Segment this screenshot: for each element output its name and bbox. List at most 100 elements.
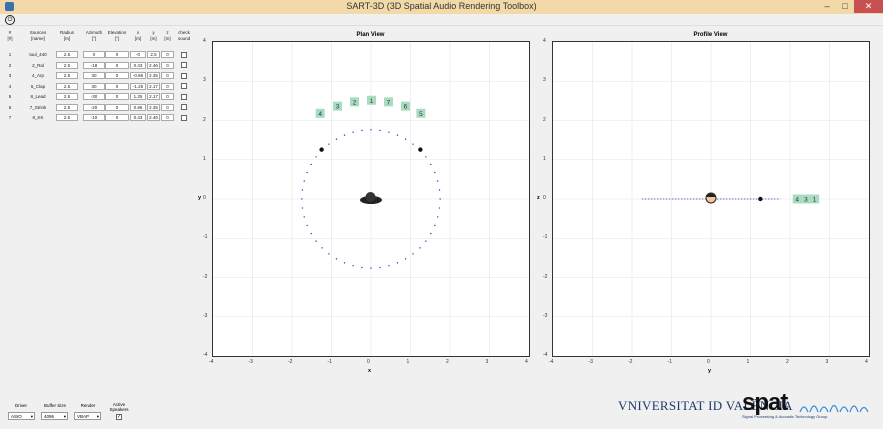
source-elevation-field[interactable]: 0	[105, 51, 129, 58]
check-sound-checkbox[interactable]	[181, 114, 187, 121]
source-label[interactable]: 5	[416, 108, 426, 118]
active-speakers-checkbox[interactable]: ✓	[116, 414, 122, 420]
source-x-field[interactable]: 1.25	[130, 93, 146, 100]
source-label[interactable]: 1	[367, 95, 376, 105]
close-button[interactable]: ✕	[854, 0, 883, 13]
source-label[interactable]: 1	[810, 194, 820, 204]
source-num-field: 1	[8, 52, 12, 57]
column-header: # [#]	[4, 30, 16, 42]
source-elevation-field[interactable]: 0	[105, 103, 129, 111]
source-radius-field[interactable]: 2.5	[56, 82, 78, 90]
column-header-unit: [m]	[150, 36, 157, 41]
source-z-field[interactable]: 0	[161, 103, 174, 111]
source-label[interactable]: 3	[333, 101, 343, 111]
source-label[interactable]: 2	[350, 97, 360, 107]
x-tick-label: 2	[446, 359, 449, 365]
buffer-select[interactable]: 4096 ▾	[41, 412, 68, 420]
source-y-field[interactable]: 2.17	[147, 82, 160, 90]
source-azimuth-field[interactable]: 30	[83, 72, 105, 79]
source-azimuth-field[interactable]: -30	[83, 93, 105, 100]
y-tick-label: 3	[203, 77, 206, 84]
source-elevation-field[interactable]: 0	[105, 93, 129, 100]
window-title: SART-3D (3D Spatial Audio Rendering Tool…	[346, 1, 537, 11]
y-tick-label: 1	[543, 155, 546, 162]
source-y-field[interactable]: 2.35	[147, 103, 160, 111]
source-radius-field[interactable]: 2.5	[56, 61, 78, 69]
source-azimuth-field[interactable]: -10	[83, 114, 105, 121]
source-z-field[interactable]: 0	[161, 93, 174, 100]
source-elevation-field[interactable]: 0	[105, 61, 129, 69]
check-sound-checkbox[interactable]	[181, 62, 187, 68]
source-x-field[interactable]: 0.43	[130, 61, 146, 69]
column-header-unit: [m]	[134, 36, 142, 41]
source-y-field[interactable]: 2.5	[147, 51, 160, 58]
minimize-button[interactable]: –	[824, 1, 830, 11]
plan-view-plot: 4 3 2 1 7 6 5	[212, 41, 530, 357]
speaker-dot	[438, 189, 441, 191]
x-tick-label: -2	[288, 359, 293, 365]
source-label[interactable]: 3	[801, 194, 811, 204]
source-z-field[interactable]: 0	[161, 61, 174, 69]
column-header: Radius [m]	[56, 30, 78, 42]
driver-control: Driver	[8, 403, 34, 408]
source-y-field[interactable]: 2.35	[147, 72, 160, 79]
source-z-field[interactable]: 0	[161, 51, 174, 58]
source-y-field[interactable]: 2.46	[147, 61, 160, 69]
source-z-field[interactable]: 0	[161, 72, 174, 79]
profile-view-ylabel: z	[537, 195, 540, 201]
source-x-field[interactable]: 0.43	[130, 114, 146, 121]
source-azimuth-field[interactable]: 0	[83, 51, 105, 58]
speaker-dot	[425, 240, 427, 242]
source-elevation-field[interactable]: 0	[105, 114, 129, 121]
chevron-down-icon: ▾	[96, 414, 99, 419]
source-z-field[interactable]: 0	[161, 114, 174, 121]
x-tick-label: -3	[588, 359, 593, 365]
speaker-dot	[404, 258, 407, 260]
check-sound-checkbox[interactable]	[181, 93, 187, 100]
source-radius-field[interactable]: 2.5	[56, 51, 78, 58]
source-y-field[interactable]: 2.46	[147, 114, 160, 121]
source-radius-field[interactable]: 2.5	[56, 93, 78, 100]
speaker-marker	[758, 196, 763, 202]
render-select[interactable]: VBAP ▾	[74, 412, 101, 420]
source-y-field[interactable]: 2.17	[147, 93, 160, 100]
source-azimuth-field[interactable]: -20	[83, 103, 105, 111]
svg-text:5: 5	[419, 111, 423, 118]
source-radius-field[interactable]: 2.5	[56, 103, 78, 111]
y-tick-label: 0	[543, 195, 546, 201]
column-header-unit: [°]	[91, 36, 97, 41]
source-label[interactable]: 7	[383, 97, 393, 107]
y-tick-label: -2	[203, 273, 208, 280]
speakers-label: Active Speakers	[109, 402, 129, 412]
power-icon[interactable]: ⏻	[5, 15, 15, 25]
driver-select[interactable]: ASIO ▾	[8, 412, 35, 420]
column-header: x [m]	[130, 30, 146, 42]
source-radius-field[interactable]: 2.5	[56, 72, 78, 79]
source-azimuth-field[interactable]: -18	[83, 61, 105, 69]
source-label[interactable]: 4	[792, 194, 802, 204]
source-azimuth-field[interactable]: 30	[83, 82, 105, 90]
source-elevation-field[interactable]: 0	[105, 72, 129, 79]
source-name-field: 7_Strink	[29, 104, 47, 110]
column-header-top: Elevation	[107, 30, 127, 35]
source-num-field: 7	[8, 115, 12, 120]
speaker-dot	[425, 156, 427, 158]
column-header-unit: sound	[177, 36, 191, 41]
maximize-button[interactable]: □	[842, 1, 848, 11]
check-sound-checkbox[interactable]	[181, 104, 187, 110]
source-x-field[interactable]: -0.86	[130, 72, 146, 79]
source-radius-field[interactable]: 2.5	[56, 114, 78, 121]
source-label[interactable]: 6	[400, 101, 410, 111]
source-elevation-field[interactable]: 0	[105, 82, 129, 90]
source-x-field[interactable]: -0	[130, 51, 146, 58]
source-x-field[interactable]: -1.25	[130, 82, 146, 90]
check-sound-checkbox[interactable]	[181, 83, 187, 89]
source-x-field[interactable]: 0.86	[130, 103, 146, 111]
column-header: Azimuth [°]	[83, 30, 105, 42]
check-sound-checkbox[interactable]	[181, 72, 187, 79]
listener-head-icon	[705, 192, 717, 204]
source-label[interactable]: 4	[315, 108, 325, 118]
render-value: VBAP	[77, 414, 90, 419]
source-z-field[interactable]: 0	[161, 82, 174, 90]
check-sound-checkbox[interactable]	[181, 51, 187, 58]
